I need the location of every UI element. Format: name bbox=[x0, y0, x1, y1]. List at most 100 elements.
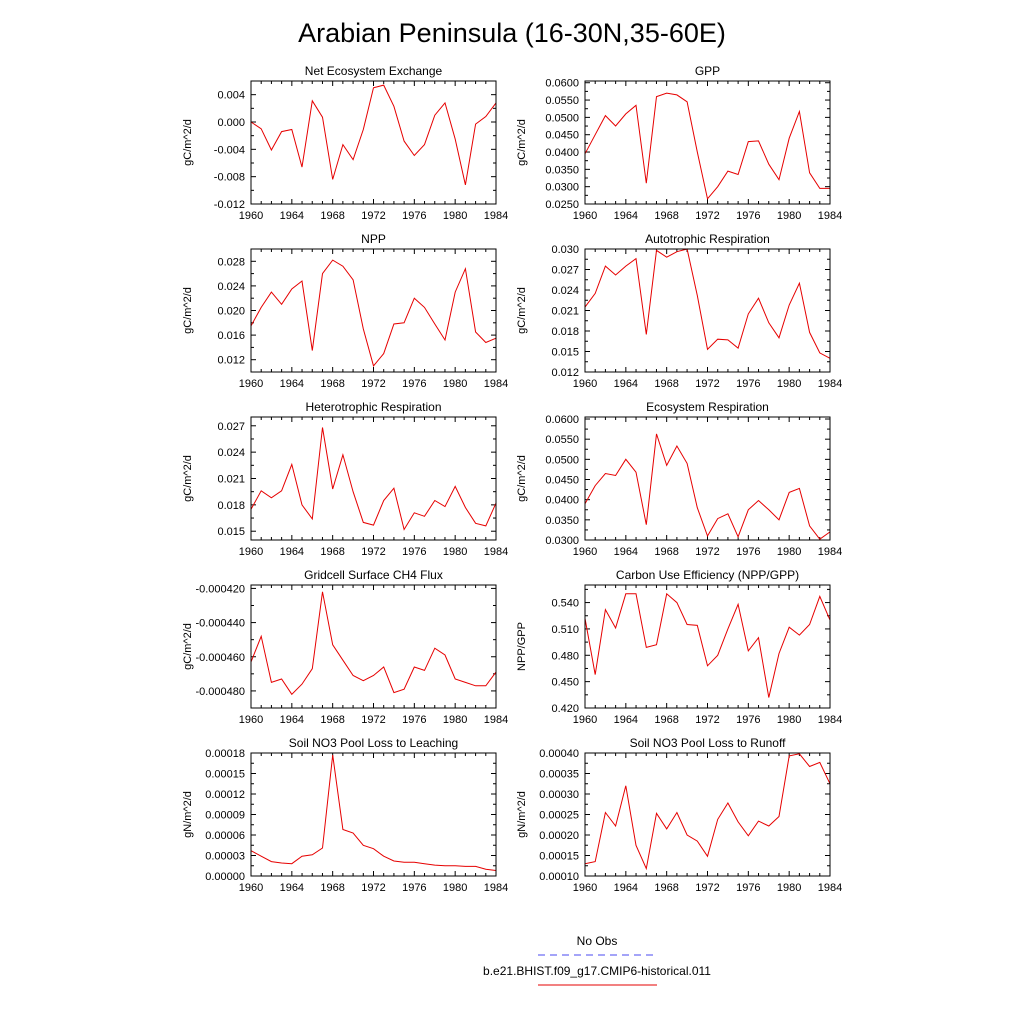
y-tick-label: 0.00000 bbox=[205, 871, 245, 883]
y-tick-label: 0.0350 bbox=[545, 164, 579, 176]
y-tick-label: 0.016 bbox=[217, 330, 245, 342]
plot-frame bbox=[250, 752, 497, 877]
y-tick-label: 0.015 bbox=[551, 347, 579, 359]
x-tick-label: 1960 bbox=[239, 882, 263, 894]
y-tick-label: 0.0400 bbox=[545, 147, 579, 159]
x-tick-label: 1980 bbox=[443, 210, 467, 222]
y-tick-label: 0.00012 bbox=[205, 789, 245, 801]
y-tick-label: 0.0450 bbox=[545, 475, 579, 487]
y-tick-label: -0.008 bbox=[214, 172, 245, 184]
x-tick-label: 1968 bbox=[320, 714, 344, 726]
y-tick-label: 0.0300 bbox=[545, 182, 579, 194]
x-tick-label: 1968 bbox=[654, 882, 678, 894]
x-tick-label: 1976 bbox=[736, 546, 760, 558]
plot-frame bbox=[250, 416, 497, 541]
chart-panel-7: Gridcell Surface CH4 Flux gC/m^2/d 1960 196… bbox=[182, 568, 508, 726]
legend: No Obs b.e21.BHIST.f09_g17.CMIP6-histori… bbox=[483, 934, 711, 986]
y-tick-label: 0.030 bbox=[551, 244, 579, 256]
x-tick-label: 1960 bbox=[239, 546, 263, 558]
plot-frame bbox=[584, 80, 831, 205]
y-tick-label: 0.012 bbox=[551, 367, 579, 379]
y-axis-label: gC/m^2/d bbox=[516, 287, 528, 334]
y-axis-label: gC/m^2/d bbox=[182, 119, 194, 166]
chart-panel-8: Carbon Use Efficiency (NPP/GPP) NPP/GPP 19… bbox=[516, 568, 842, 726]
x-tick-label: 1976 bbox=[402, 378, 426, 390]
x-tick-label: 1980 bbox=[777, 714, 801, 726]
y-axis-label: gC/m^2/d bbox=[182, 287, 194, 334]
y-tick-label: 0.012 bbox=[217, 355, 245, 367]
chart-panels: Net Ecosystem Exchange gC/m^2/d 1960 1964 19… bbox=[182, 64, 842, 894]
y-tick-label: 0.00006 bbox=[205, 830, 245, 842]
x-tick-label: 1972 bbox=[361, 378, 385, 390]
y-tick-label: 0.450 bbox=[551, 677, 579, 689]
y-tick-label: 0.0500 bbox=[545, 454, 579, 466]
chart-panel-6: Ecosystem Respiration gC/m^2/d 1960 1964 196… bbox=[516, 400, 842, 558]
x-tick-label: 1980 bbox=[443, 714, 467, 726]
y-tick-label: 0.00040 bbox=[539, 748, 579, 760]
plot-frame bbox=[584, 752, 831, 877]
x-tick-label: 1964 bbox=[614, 714, 638, 726]
x-tick-label: 1964 bbox=[614, 378, 638, 390]
x-tick-label: 1972 bbox=[361, 210, 385, 222]
x-tick-label: 1984 bbox=[818, 714, 842, 726]
x-tick-label: 1968 bbox=[320, 546, 344, 558]
x-tick-label: 1984 bbox=[818, 546, 842, 558]
y-tick-label: 0.024 bbox=[551, 285, 579, 297]
series-line bbox=[250, 259, 497, 367]
x-tick-label: 1976 bbox=[402, 210, 426, 222]
x-tick-label: 1968 bbox=[654, 714, 678, 726]
x-tick-label: 1968 bbox=[320, 210, 344, 222]
x-tick-label: 1972 bbox=[695, 210, 719, 222]
chart-panel-3: NPP gC/m^2/d 1960 1964 1968 1972 1976 1980 1984 0… bbox=[182, 232, 508, 390]
x-tick-label: 1960 bbox=[573, 378, 597, 390]
x-tick-label: 1976 bbox=[736, 210, 760, 222]
series-line bbox=[584, 753, 831, 871]
x-tick-label: 1980 bbox=[443, 378, 467, 390]
x-tick-label: 1984 bbox=[484, 714, 508, 726]
series-line bbox=[250, 754, 497, 871]
x-tick-label: 1964 bbox=[280, 546, 304, 558]
x-tick-label: 1960 bbox=[573, 882, 597, 894]
series-line bbox=[250, 591, 497, 696]
chart-panel-1: Net Ecosystem Exchange gC/m^2/d 1960 1964 19… bbox=[182, 64, 508, 222]
plot-frame bbox=[584, 248, 831, 373]
y-tick-label: 0.00018 bbox=[205, 748, 245, 760]
y-tick-label: 0.480 bbox=[551, 650, 579, 662]
panel-title: NPP bbox=[361, 232, 386, 246]
x-tick-label: 1984 bbox=[818, 882, 842, 894]
y-axis-label: gC/m^2/d bbox=[182, 455, 194, 502]
y-tick-label: 0.0550 bbox=[545, 95, 579, 107]
x-tick-label: 1980 bbox=[777, 378, 801, 390]
y-tick-label: 0.0600 bbox=[545, 414, 579, 426]
y-tick-label: 0.018 bbox=[551, 326, 579, 338]
x-tick-label: 1964 bbox=[614, 546, 638, 558]
x-tick-label: 1964 bbox=[280, 714, 304, 726]
series-line bbox=[584, 433, 831, 540]
x-tick-label: 1980 bbox=[777, 546, 801, 558]
x-tick-label: 1976 bbox=[736, 714, 760, 726]
x-tick-label: 1980 bbox=[443, 546, 467, 558]
x-tick-label: 1980 bbox=[777, 210, 801, 222]
y-tick-label: 0.510 bbox=[551, 624, 579, 636]
y-tick-label: 0.0450 bbox=[545, 130, 579, 142]
panel-title: Net Ecosystem Exchange bbox=[305, 64, 443, 78]
x-tick-label: 1976 bbox=[402, 546, 426, 558]
plot-frame bbox=[584, 416, 831, 541]
x-tick-label: 1968 bbox=[654, 210, 678, 222]
x-tick-label: 1964 bbox=[280, 882, 304, 894]
y-tick-label: 0.00009 bbox=[205, 810, 245, 822]
x-tick-label: 1972 bbox=[695, 378, 719, 390]
series-line bbox=[250, 427, 497, 531]
y-tick-label: 0.0400 bbox=[545, 495, 579, 507]
y-axis-label: gC/m^2/d bbox=[182, 623, 194, 670]
x-tick-label: 1968 bbox=[654, 546, 678, 558]
y-tick-label: 0.004 bbox=[217, 90, 245, 102]
x-tick-label: 1976 bbox=[402, 714, 426, 726]
x-tick-label: 1972 bbox=[361, 882, 385, 894]
plot-frame bbox=[250, 248, 497, 373]
series-line bbox=[584, 592, 831, 698]
x-tick-label: 1968 bbox=[654, 378, 678, 390]
panel-title: Carbon Use Efficiency (NPP/GPP) bbox=[616, 568, 799, 582]
y-axis-label: gC/m^2/d bbox=[516, 455, 528, 502]
